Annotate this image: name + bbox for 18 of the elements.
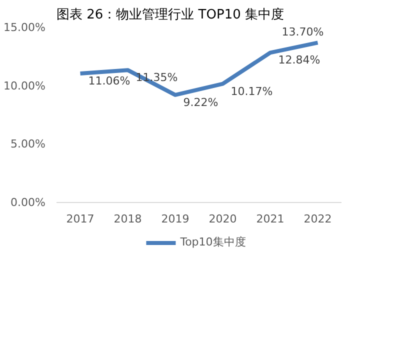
y-tick-label: 0.00%	[10, 196, 46, 209]
x-tick-label: 2021	[256, 212, 284, 226]
x-tick-label: 2022	[304, 212, 332, 226]
y-tick-label: 15.00%	[4, 21, 46, 34]
x-tick-label: 2019	[161, 212, 190, 226]
data-label: 12.84%	[278, 54, 320, 67]
y-tick-label: 10.00%	[4, 79, 46, 92]
data-label: 10.17%	[230, 84, 273, 98]
legend-label: Top10集中度	[180, 234, 246, 250]
y-tick-label: 5.00%	[10, 138, 46, 151]
x-tick-label: 2020	[208, 212, 237, 226]
x-tick-label: 2017	[66, 212, 94, 226]
data-label: 9.22%	[183, 96, 218, 109]
data-label: 11.06%	[88, 74, 130, 88]
data-label: 13.70%	[282, 26, 324, 39]
line-series	[78, 40, 320, 97]
x-tick-label: 2018	[114, 212, 142, 226]
chart-title: 图表 26：物业管理行业 TOP10 集中度	[56, 6, 284, 22]
